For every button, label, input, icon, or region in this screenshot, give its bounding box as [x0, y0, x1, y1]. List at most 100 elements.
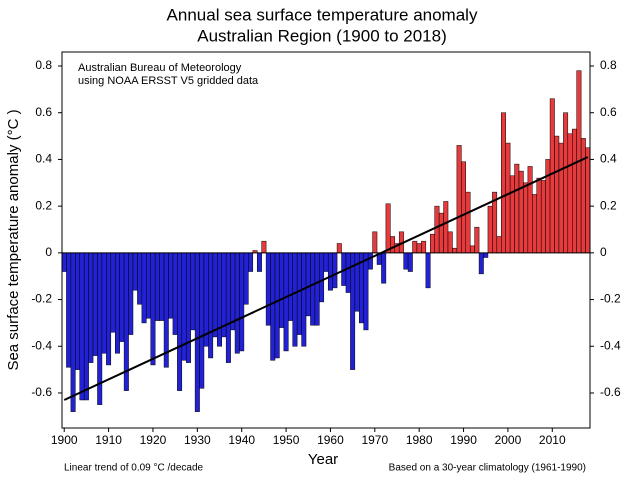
bar — [421, 240, 427, 254]
bar — [314, 252, 320, 326]
y-tick-label: 0.6 — [35, 105, 52, 119]
bar — [150, 252, 156, 366]
bar — [274, 252, 280, 359]
annotation: using NOAA ERSST V5 gridded data — [78, 75, 259, 87]
bar — [265, 252, 271, 326]
bar — [514, 163, 520, 254]
bar — [447, 231, 453, 254]
bar — [243, 252, 249, 305]
bar — [501, 112, 506, 254]
x-tick-label: 2010 — [539, 433, 566, 447]
y-tick-label: 0.2 — [35, 198, 52, 212]
bar — [319, 252, 325, 303]
bar — [545, 159, 551, 254]
footnote: Linear trend of 0.09 °C /decade — [64, 463, 204, 474]
bar — [430, 233, 435, 254]
bar — [345, 252, 351, 293]
bar — [354, 252, 360, 312]
bar — [554, 135, 560, 254]
bar — [194, 252, 200, 412]
bar — [154, 252, 160, 321]
bar — [296, 252, 302, 335]
x-tick-label: 1920 — [140, 433, 167, 447]
bar — [483, 252, 489, 258]
bar — [239, 252, 245, 352]
bar — [461, 161, 467, 254]
bar — [496, 236, 502, 254]
bar — [323, 252, 329, 272]
bar — [101, 252, 107, 354]
bar — [434, 205, 440, 254]
bar — [230, 252, 236, 331]
bar — [305, 252, 311, 317]
bar — [261, 240, 267, 254]
bar — [79, 252, 85, 401]
bar — [256, 252, 262, 272]
bar — [363, 252, 369, 331]
bar — [234, 252, 240, 354]
bar — [270, 252, 276, 361]
x-tick-label: 1980 — [406, 433, 433, 447]
y2-tick-label: 0 — [600, 245, 607, 259]
bar — [310, 252, 316, 326]
bar — [350, 252, 356, 370]
bar — [168, 252, 174, 319]
bar — [203, 252, 209, 347]
annotation: Australian Bureau of Meteorology — [78, 62, 242, 74]
bar — [327, 252, 333, 291]
bar — [385, 203, 391, 254]
bar — [523, 182, 529, 254]
bar — [390, 236, 396, 254]
bar — [567, 133, 573, 254]
bar — [66, 252, 72, 368]
bar — [190, 252, 196, 331]
bar — [438, 212, 444, 254]
bar — [70, 252, 76, 412]
bar — [487, 205, 493, 254]
y2-tick-label: -0.2 — [600, 292, 621, 306]
bar — [146, 252, 151, 319]
x-tick-label: 1970 — [361, 433, 388, 447]
x-tick-label: 2000 — [495, 433, 522, 447]
bar — [225, 252, 231, 363]
bar — [248, 252, 254, 272]
x-tick-label: 1940 — [228, 433, 255, 447]
bar — [119, 252, 125, 342]
bar — [177, 252, 183, 391]
bar — [549, 98, 555, 254]
y2-tick-label: 0.2 — [600, 198, 617, 212]
bar — [288, 252, 293, 321]
bar — [416, 243, 422, 254]
bar — [474, 226, 480, 254]
bar — [159, 252, 165, 321]
bar — [532, 194, 538, 254]
y-tick-label: 0.4 — [35, 152, 52, 166]
y2-tick-label: -0.4 — [600, 338, 621, 352]
y-tick-label: 0 — [45, 245, 52, 259]
bar — [279, 252, 285, 328]
bar — [336, 243, 342, 254]
bar — [372, 231, 378, 254]
bar — [585, 147, 591, 254]
bar — [301, 252, 307, 347]
y2-tick-label: 0.4 — [600, 152, 617, 166]
x-tick-label: 1930 — [184, 433, 211, 447]
y-tick-label: -0.4 — [31, 338, 52, 352]
bar — [425, 252, 431, 289]
bar — [505, 142, 511, 254]
footnote: Based on a 30-year climatology (1961-199… — [389, 463, 586, 474]
bar — [172, 252, 178, 335]
bar — [106, 252, 112, 366]
bar — [141, 252, 147, 324]
y2-tick-label: 0.6 — [600, 105, 617, 119]
x-tick-label: 1900 — [51, 433, 78, 447]
y-tick-label: 0.8 — [35, 58, 52, 72]
bar — [185, 252, 191, 363]
bar — [412, 240, 418, 254]
bar — [332, 252, 338, 289]
bar — [114, 252, 120, 354]
bar — [199, 252, 205, 389]
y-tick-label: -0.2 — [31, 292, 52, 306]
